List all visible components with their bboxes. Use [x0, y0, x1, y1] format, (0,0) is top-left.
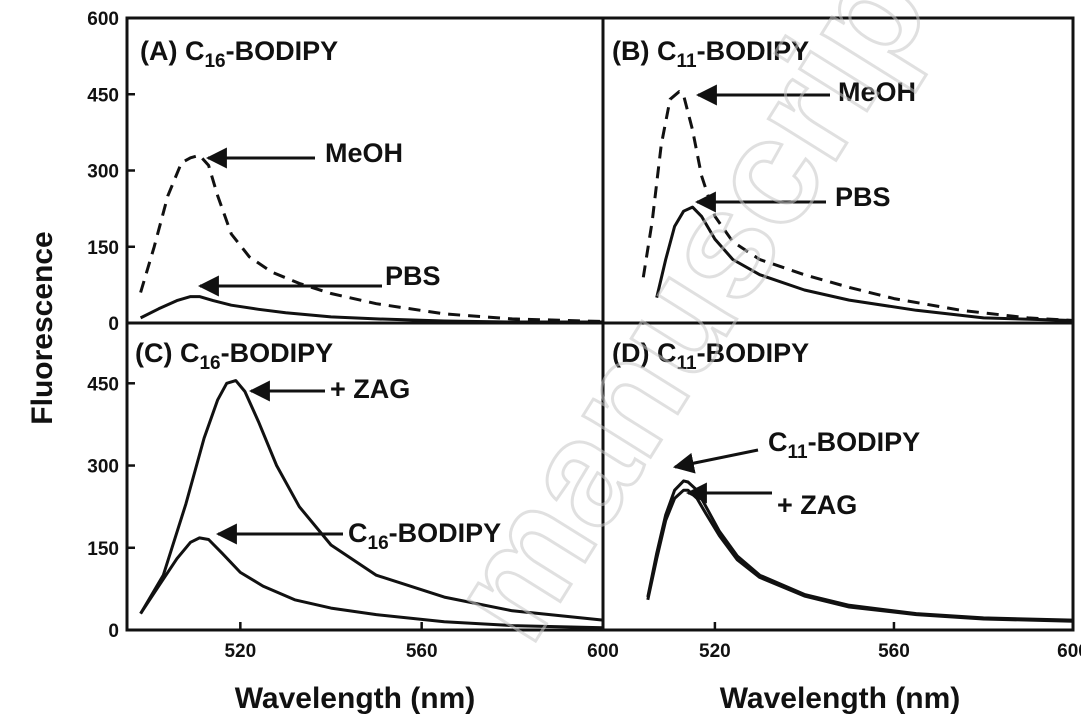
annotation-label: MeOH	[838, 77, 916, 107]
y-tick-label: 300	[87, 162, 119, 183]
y-tick-label: 450	[87, 85, 119, 106]
annotation-label: PBS	[385, 261, 441, 291]
x-axis-title-left: Wavelength (nm)	[235, 682, 476, 715]
x-tick-label: 600	[587, 641, 619, 662]
annotation-arrow	[672, 448, 759, 474]
y-axis-title: Fluorescence	[26, 231, 59, 424]
y-tick-label: 150	[87, 539, 119, 560]
y-tick-label: 150	[87, 238, 119, 259]
y-tick-label: 450	[87, 374, 119, 395]
series-line	[139, 379, 604, 622]
annotation-label: PBS	[835, 182, 891, 212]
panel-frame	[601, 321, 1075, 632]
y-tick-label: 0	[108, 621, 119, 642]
x-axis-title-right: Wavelength (nm)	[720, 682, 961, 715]
panel-title: (D) C11-BODIPY	[612, 338, 809, 374]
series-line	[641, 90, 1074, 322]
x-tick-label: 600	[1057, 641, 1081, 662]
series-line	[646, 488, 1074, 623]
series-line	[139, 536, 604, 630]
panel-title: (B) C11-BODIPY	[612, 36, 809, 72]
annotation-label: C11-BODIPY	[768, 427, 920, 463]
x-tick-label: 560	[406, 641, 438, 662]
x-tick-label: 520	[224, 641, 256, 662]
watermark: manuscript	[415, 0, 986, 667]
annotation-label: + ZAG	[777, 490, 857, 520]
series-line	[655, 205, 1074, 322]
panel-title: (A) C16-BODIPY	[140, 36, 338, 72]
x-tick-label: 520	[699, 641, 731, 662]
y-tick-label: 300	[87, 457, 119, 478]
x-tick-label: 560	[878, 641, 910, 662]
panel-A: 0 150 300 450 600 (A) C16-BODIPY MeOH PBS	[87, 9, 605, 335]
series-line	[646, 479, 1074, 622]
annotation-label: + ZAG	[330, 374, 410, 404]
series-line	[139, 295, 603, 324]
annotation-label: C16-BODIPY	[348, 518, 501, 554]
series-line	[139, 153, 604, 323]
y-tick-label: 600	[87, 9, 119, 30]
panel-title: (C) C16-BODIPY	[135, 338, 333, 374]
annotation-label: MeOH	[325, 138, 403, 168]
panel-D: 520 560 600 (D) C11-BODIPY C11-BODIPY + ZAG	[601, 321, 1081, 662]
plot-area: 0 150 300 450 600 (A) C16-BODIPY MeOH PBS (B) C1…	[87, 9, 1081, 662]
y-tick-label: 0	[108, 314, 119, 335]
